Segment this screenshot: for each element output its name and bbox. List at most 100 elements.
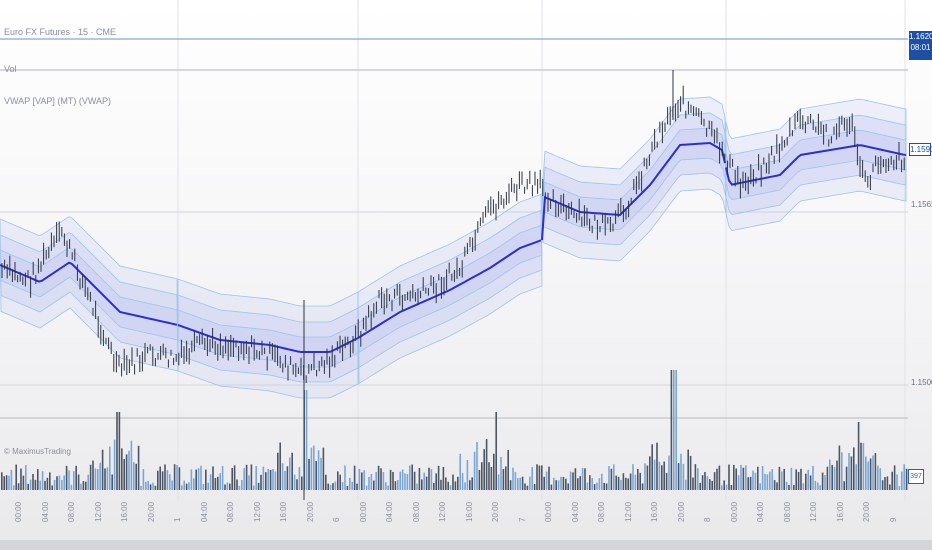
volume-bar (433, 483, 435, 490)
volume-bar (20, 468, 22, 490)
volume-bar (723, 480, 725, 490)
price-level-label: 1.15000 (911, 378, 932, 387)
volume-bar (339, 474, 341, 490)
volume-legend[interactable]: Vol (4, 64, 17, 74)
volume-bar (478, 469, 481, 490)
volume-bar (128, 450, 130, 490)
volume-bar (507, 449, 509, 490)
volume-bar (99, 462, 101, 490)
volume-bar (733, 464, 735, 490)
volume-bar (644, 463, 646, 490)
volume-bar (466, 459, 469, 490)
volume-bar (819, 485, 821, 490)
volume-bar (289, 457, 291, 490)
volume-bar (10, 469, 13, 490)
volume-bar (452, 474, 454, 490)
footer-bar (0, 540, 932, 550)
volume-bar (557, 480, 560, 490)
time-axis-label: 20:00 (491, 501, 500, 522)
volume-bar (65, 465, 68, 490)
volume-bar (877, 465, 879, 490)
volume-bar (29, 479, 32, 490)
volume-bar (807, 469, 809, 490)
volume-bar (169, 474, 171, 490)
volume-bar (236, 479, 238, 490)
volume-bar (545, 471, 548, 490)
volume-bar (145, 481, 147, 490)
volume-bar (291, 452, 293, 490)
volume-bar (435, 473, 437, 490)
volume-bar (63, 475, 65, 490)
volume-bar (795, 469, 797, 490)
volume-bar (771, 469, 773, 490)
volume-bar (241, 479, 243, 490)
volume-bar (711, 480, 713, 490)
volume-bar (802, 483, 805, 490)
volume-bar (884, 477, 886, 490)
volume-bar (529, 476, 531, 490)
volume-bar (613, 464, 615, 490)
volume-bar (781, 471, 783, 490)
volume-bar (382, 471, 385, 490)
volume-bar (118, 412, 121, 490)
volume-bar (200, 465, 202, 490)
time-axis-label: 12:00 (438, 501, 447, 522)
volume-bar (32, 474, 34, 490)
volume-bar (56, 476, 58, 490)
vwap-line (541, 141, 726, 241)
volume-bar (46, 477, 49, 490)
volume-bar (656, 442, 658, 490)
volume-bar (754, 472, 757, 490)
volume-bar (89, 464, 92, 490)
volume-bar (579, 476, 581, 490)
volume-bar (601, 473, 603, 490)
time-axis-label: 12:00 (623, 501, 633, 522)
volume-bar (286, 466, 289, 490)
volume-bar (589, 475, 591, 490)
volume-bar (735, 468, 737, 490)
symbol-legend[interactable]: Euro FX Futures · 15 · CME (4, 27, 117, 37)
volume-bar (25, 465, 27, 490)
time-axis-label: 04:00 (570, 501, 580, 522)
volume-bar (68, 470, 70, 490)
volume-bar (898, 485, 901, 490)
volume-bar (725, 484, 728, 490)
volume-bar (253, 485, 255, 490)
volume-bar (627, 478, 629, 490)
volume-bar (298, 467, 301, 490)
time-axis-label: 20:00 (146, 501, 156, 522)
volume-bar (370, 473, 373, 490)
time-axis-label: 20:00 (676, 501, 686, 522)
volume-bar (461, 473, 464, 490)
volume-bar (262, 466, 265, 490)
volume-bar (569, 471, 572, 490)
indicator-legend[interactable]: VWAP [VAP] (MT) (VWAP) (4, 96, 112, 106)
volume-bar (3, 476, 5, 490)
volume-bar (533, 484, 536, 490)
volume-bar (5, 475, 8, 490)
volume-bar (320, 457, 322, 490)
volume-bar (1, 472, 3, 490)
volume-bar (677, 463, 680, 490)
volume-bar (673, 370, 675, 490)
volume-bar (296, 479, 298, 490)
volume-bar (41, 471, 44, 490)
volume-bar (646, 465, 649, 490)
volume-bar (596, 482, 598, 490)
volume-bar (555, 480, 557, 490)
volume-bar (44, 480, 46, 490)
volume-bar (15, 464, 17, 490)
volume-bar (418, 468, 421, 490)
volume-bar (773, 480, 776, 490)
volume-bar (562, 476, 565, 490)
volume-bar (505, 466, 507, 490)
volume-bar (183, 480, 185, 490)
volume-bar (173, 464, 176, 490)
volume-bar (891, 471, 893, 490)
volume-bar (560, 476, 562, 490)
volume-bar (639, 472, 641, 490)
volume-bar (404, 473, 406, 490)
volume-bar (437, 465, 440, 490)
